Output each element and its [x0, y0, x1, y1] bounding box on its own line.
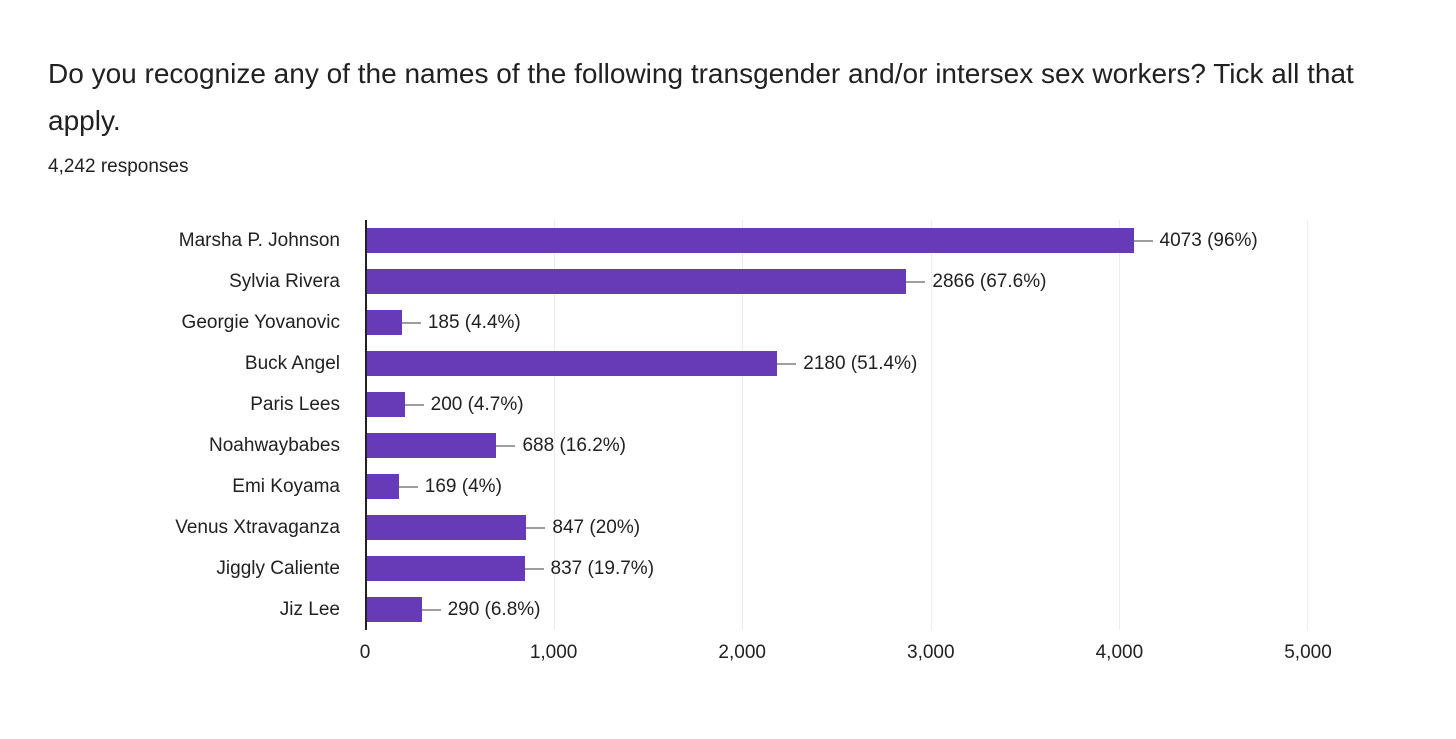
category-label: Marsha P. Johnson: [178, 229, 340, 251]
value-label: 4073 (96%): [1159, 229, 1258, 251]
bar-rows: 4073 (96%) 2866 (67.6%) 185 (4.4%) 2180 …: [367, 220, 1308, 630]
category-label: Paris Lees: [250, 393, 340, 415]
category-label: Noahwaybabes: [209, 434, 340, 456]
gridline: [1307, 220, 1308, 630]
bar-row: 4073 (96%): [367, 220, 1308, 261]
bar-row: 2866 (67.6%): [367, 261, 1308, 302]
category-labels-column: Marsha P. Johnson Sylvia Rivera Georgie Yo…: [48, 220, 365, 672]
gridline: [554, 220, 556, 630]
bar: [367, 392, 405, 417]
bar: [367, 556, 525, 581]
value-label: 2866 (67.6%): [932, 270, 1047, 292]
gridline: [742, 220, 744, 630]
value-label: 2180 (51.4%): [803, 352, 918, 374]
bar-row: 2180 (51.4%): [367, 343, 1308, 384]
bar-chart: Marsha P. Johnson Sylvia Rivera Georgie Yo…: [48, 220, 1408, 672]
gridline: [930, 220, 932, 630]
x-axis-tick-label: 5,000: [1284, 642, 1332, 663]
callout-line: [524, 567, 544, 570]
bar-row: 290 (6.8%): [367, 589, 1308, 630]
value-label: 200 (4.7%): [430, 393, 524, 415]
callout-line: [526, 526, 546, 529]
bar-row: 688 (16.2%): [367, 425, 1308, 466]
plot-area-wrapper: 4073 (96%) 2866 (67.6%) 185 (4.4%) 2180 …: [360, 220, 1332, 672]
plot-area: 4073 (96%) 2866 (67.6%) 185 (4.4%) 2180 …: [365, 220, 1308, 630]
callout-line: [496, 444, 516, 447]
callout-line: [421, 608, 441, 611]
category-label: Jiggly Caliente: [216, 557, 340, 579]
callout-line: [777, 362, 797, 365]
category-label: Emi Koyama: [232, 475, 340, 497]
callout-line: [401, 321, 421, 324]
bar: [367, 269, 907, 294]
category-label: Georgie Yovanovic: [181, 311, 340, 333]
question-title: Do you recognize any of the names of the…: [48, 58, 1354, 136]
bar: [367, 351, 778, 376]
bar-row: 847 (20%): [367, 507, 1308, 548]
value-label: 290 (6.8%): [447, 598, 541, 620]
value-label: 837 (19.7%): [550, 557, 655, 579]
callout-line: [906, 280, 926, 283]
category-label: Buck Angel: [244, 352, 340, 374]
value-label: 688 (16.2%): [522, 434, 626, 456]
bar: [367, 597, 422, 622]
category-label: Venus Xtravaganza: [175, 516, 340, 538]
bar: [367, 433, 497, 458]
x-axis-tick-label: 3,000: [907, 642, 955, 663]
x-axis-tick-label: 0: [359, 642, 371, 663]
gridline: [1118, 220, 1120, 630]
callout-line: [398, 485, 418, 488]
bar: [367, 310, 402, 335]
x-axis-tick-label: 1,000: [529, 642, 578, 663]
bar-row: 837 (19.7%): [367, 548, 1308, 589]
bar-row: 185 (4.4%): [367, 302, 1308, 343]
category-label: Sylvia Rivera: [229, 270, 340, 292]
x-axis-tick-label: 2,000: [718, 642, 766, 663]
forms-response-chart-page: Do you recognize any of the names of the…: [48, 58, 1408, 672]
callout-line: [404, 403, 424, 406]
bar: [367, 474, 399, 499]
value-label: 169 (4%): [424, 475, 502, 497]
bar-row: 169 (4%): [367, 466, 1308, 507]
response-count: 4,242 responses: [48, 156, 189, 177]
x-axis-tick-label: 4,000: [1095, 642, 1144, 663]
value-label: 847 (20%): [552, 516, 641, 538]
category-label: Jiz Lee: [279, 598, 340, 620]
bar: [367, 228, 1134, 253]
bar-row: 200 (4.7%): [367, 384, 1308, 425]
bar: [367, 515, 527, 540]
callout-line: [1133, 239, 1153, 242]
value-label: 185 (4.4%): [427, 311, 521, 333]
x-axis: 0 1,000 2,000 3,000 4,000 5,000: [360, 642, 1332, 672]
